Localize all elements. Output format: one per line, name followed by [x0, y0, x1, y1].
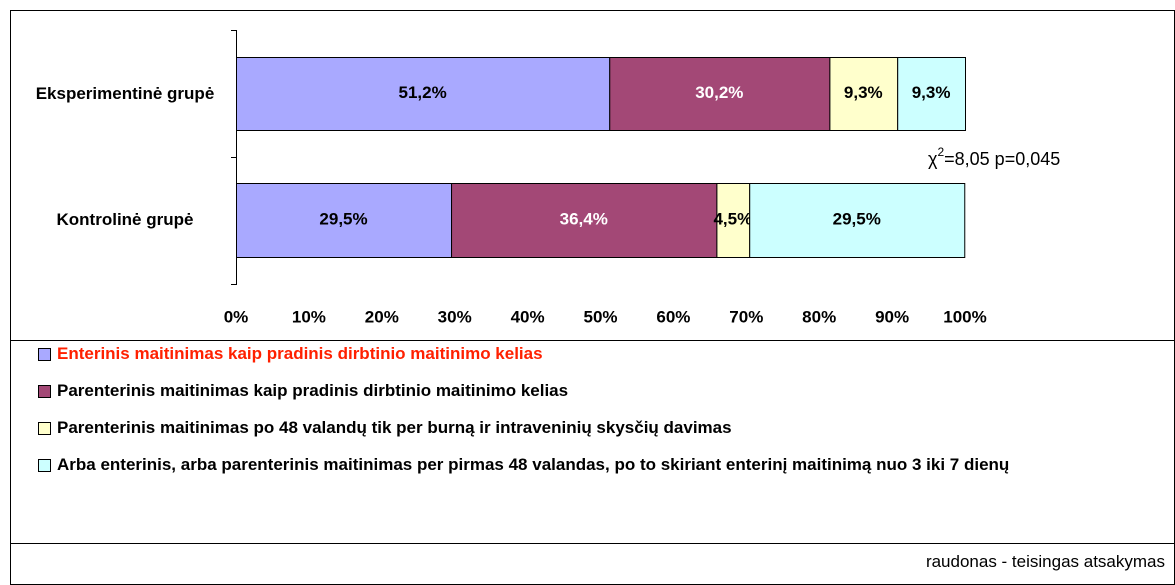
bar-segment [829, 57, 899, 131]
legend-item: Parenterinis maitinimas po 48 valandų ti… [38, 417, 1118, 438]
x-tick-label: 70% [729, 307, 763, 326]
legend: Enterinis maitinimas kaip pradinis dirbt… [38, 343, 1118, 491]
legend-label: Parenterinis maitinimas po 48 valandų ti… [57, 418, 732, 437]
legend-swatch [38, 348, 51, 361]
bar-segment [609, 57, 831, 131]
x-tick-label: 30% [438, 307, 472, 326]
legend-item: Enterinis maitinimas kaip pradinis dirbt… [38, 343, 1118, 364]
data-label: 30,2% [695, 83, 743, 102]
legend-item: Arba enterinis, arba parenterinis maitin… [38, 454, 1118, 475]
legend-label: Enterinis maitinimas kaip pradinis dirbt… [57, 344, 543, 363]
x-tick-label: 100% [943, 307, 986, 326]
data-label: 9,3% [912, 83, 951, 102]
data-label: 29,5% [833, 209, 881, 228]
bar-segment [451, 183, 718, 258]
bar-segment [716, 183, 751, 258]
annotation: χ2=8,05 p=0,045 [928, 145, 1060, 169]
x-tick-label: 10% [292, 307, 326, 326]
x-tick-label: 0% [224, 307, 249, 326]
x-tick-label: 50% [583, 307, 617, 326]
legend-label: Parenterinis maitinimas kaip pradinis di… [57, 381, 569, 400]
x-tick-label: 90% [875, 307, 909, 326]
bar-segment [236, 57, 611, 131]
bar-segment [897, 57, 966, 131]
legend-item: Parenterinis maitinimas kaip pradinis di… [38, 380, 1118, 401]
x-tick-label: 60% [656, 307, 690, 326]
legend-swatch [38, 422, 51, 435]
data-label: 36,4% [560, 209, 608, 228]
data-label: 9,3% [844, 83, 883, 102]
legend-label: Arba enterinis, arba parenterinis maitin… [57, 455, 1010, 474]
annotation-base: χ [928, 149, 938, 169]
x-tick-label: 80% [802, 307, 836, 326]
category-label: Eksperimentinė grupė [35, 83, 215, 103]
data-label: 4,5% [713, 209, 752, 228]
legend-swatch [38, 385, 51, 398]
x-tick-label: 40% [511, 307, 545, 326]
bar-segment [749, 183, 966, 258]
bar-segment [236, 183, 453, 258]
footnote: raudonas - teisingas atsakymas [925, 552, 1165, 571]
annotation-sup: 2 [937, 145, 944, 159]
data-label: 51,2% [399, 83, 447, 102]
annotation-rest: =8,05 p=0,045 [944, 149, 1060, 169]
x-tick-label: 20% [365, 307, 399, 326]
legend-swatch [38, 459, 51, 472]
category-label: Kontrolinė grupė [56, 210, 194, 229]
data-label: 29,5% [319, 209, 367, 228]
